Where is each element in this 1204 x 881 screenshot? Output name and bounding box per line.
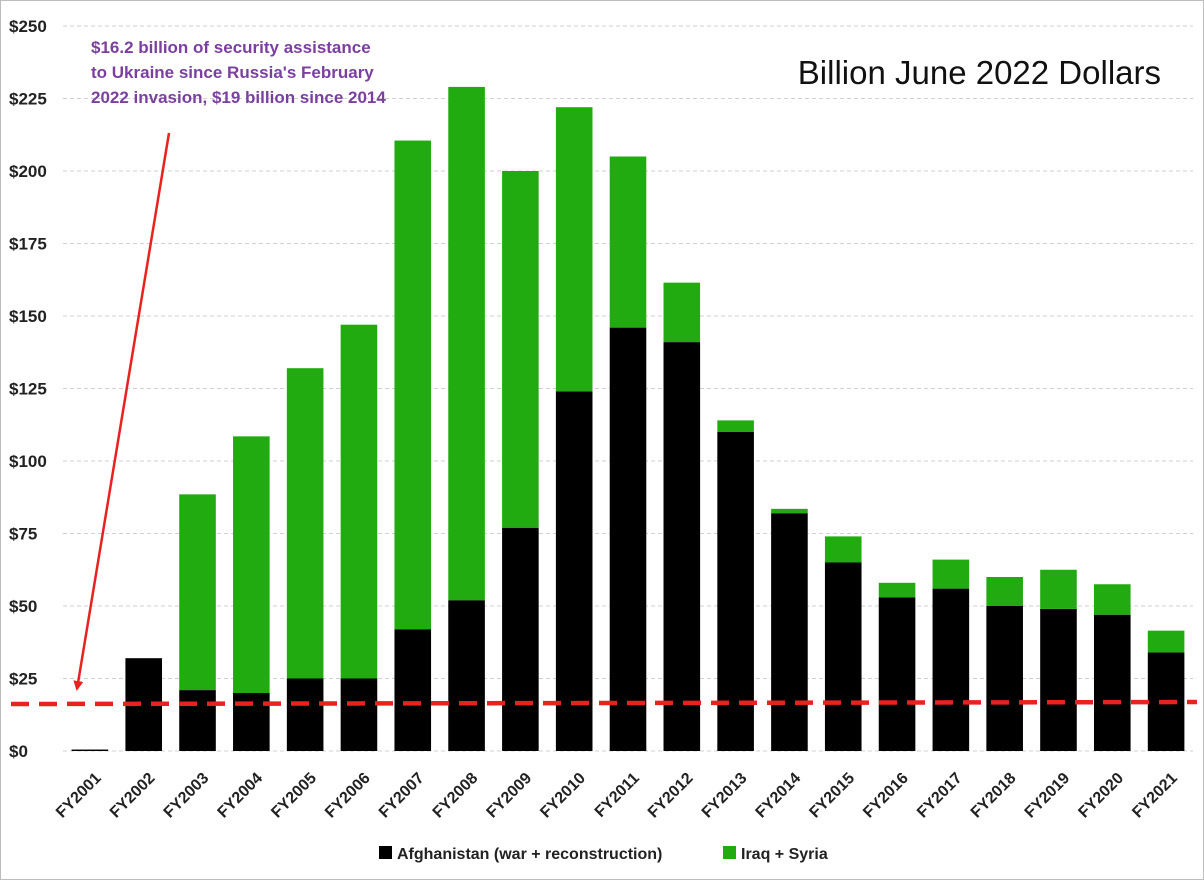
- y-tick-label: $50: [9, 597, 37, 616]
- x-tick-label: FY2020: [1075, 770, 1127, 822]
- bar-fy2011-afghanistan-war-reconstruction: [609, 327, 647, 751]
- annotation-line: $16.2 billion of security assistance: [91, 38, 371, 57]
- unit-label: Billion June 2022 Dollars: [798, 54, 1161, 91]
- bar-fy2012-afghanistan-war-reconstruction: [663, 342, 701, 751]
- bar-fy2007-afghanistan-war-reconstruction: [394, 629, 432, 751]
- x-tick-label: FY2008: [430, 770, 482, 822]
- legend-swatch-afghanistan-war-reconstruction: [379, 846, 392, 859]
- bar-fy2021-iraq-syria: [1147, 630, 1185, 653]
- y-tick-label: $75: [9, 525, 37, 544]
- y-axis-ticks: $0 $25 $50 $75 $100 $125 $150 $175 $200 $225 $250: [9, 17, 47, 761]
- bar-fy2015-afghanistan-war-reconstruction: [824, 562, 862, 751]
- x-tick-label: FY2012: [645, 770, 697, 822]
- bar-fy2019-iraq-syria: [1040, 569, 1077, 609]
- bar-fy2006-iraq-syria: [340, 324, 378, 679]
- x-tick-label: FY2003: [161, 770, 213, 822]
- bar-fy2004-iraq-syria: [233, 436, 270, 693]
- legend: Afghanistan (war + reconstruction) Iraq +…: [379, 846, 828, 863]
- x-tick-label: FY2016: [860, 770, 912, 822]
- bar-fy2006-afghanistan-war-reconstruction: [340, 678, 378, 751]
- bar-fy2005-iraq-syria: [286, 368, 324, 679]
- bar-fy2012-iraq-syria: [663, 282, 701, 343]
- x-tick-label: FY2011: [592, 770, 643, 821]
- legend-swatch-iraq-syria: [723, 846, 736, 859]
- bar-fy2020-afghanistan-war-reconstruction: [1093, 614, 1131, 751]
- x-tick-label: FY2010: [537, 770, 589, 822]
- bar-fy2009-afghanistan-war-reconstruction: [502, 527, 539, 751]
- bar-fy2013-afghanistan-war-reconstruction: [717, 432, 754, 751]
- x-tick-label: FY2005: [268, 770, 320, 822]
- bar-fy2007-iraq-syria: [394, 140, 432, 630]
- bar-fy2017-afghanistan-war-reconstruction: [932, 588, 970, 751]
- x-tick-label: FY2002: [107, 770, 159, 822]
- y-tick-label: $0: [9, 742, 28, 761]
- x-tick-label: FY2021: [1129, 770, 1181, 822]
- bar-fy2014-afghanistan-war-reconstruction: [771, 513, 808, 751]
- annotation-arrow: [73, 132, 171, 691]
- annotation-layer: Billion June 2022 Dollars $16.2 billion o…: [73, 38, 1161, 691]
- reference-line-layer: [10, 699, 1198, 707]
- reference-line: [10, 699, 1198, 707]
- bar-fy2016-iraq-syria: [878, 582, 916, 598]
- bar-fy2011-iraq-syria: [609, 156, 647, 328]
- bar-fy2008-afghanistan-war-reconstruction: [448, 600, 485, 751]
- y-tick-label: $100: [9, 452, 47, 471]
- bar-fy2014-iraq-syria: [771, 508, 808, 514]
- bar-fy2003-iraq-syria: [179, 494, 216, 691]
- bar-fy2018-afghanistan-war-reconstruction: [986, 606, 1023, 751]
- x-tick-label: FY2018: [968, 770, 1020, 822]
- bar-fy2009-iraq-syria: [502, 171, 539, 528]
- y-tick-label: $175: [9, 235, 47, 254]
- bars: [71, 86, 1185, 751]
- x-tick-label: FY2013: [699, 770, 751, 822]
- bar-fy2018-iraq-syria: [986, 577, 1023, 606]
- bar-fy2010-afghanistan-war-reconstruction: [555, 391, 593, 751]
- x-tick-label: FY2009: [484, 770, 536, 822]
- annotation-line: to Ukraine since Russia's February: [91, 63, 374, 82]
- y-tick-label: $225: [9, 90, 47, 109]
- bar-fy2016-afghanistan-war-reconstruction: [878, 597, 916, 751]
- x-tick-label: FY2019: [1022, 770, 1074, 822]
- y-tick-label: $125: [9, 380, 47, 399]
- x-tick-label: FY2004: [215, 770, 267, 822]
- bar-fy2010-iraq-syria: [555, 107, 593, 392]
- legend-label: Iraq + Syria: [741, 846, 828, 863]
- bar-fy2015-iraq-syria: [824, 536, 862, 563]
- x-axis-ticks: FY2001 FY2002 FY2003 FY2004 FY2005 FY2006 FY20…: [53, 770, 1181, 822]
- y-tick-label: $150: [9, 307, 47, 326]
- bar-fy2017-iraq-syria: [932, 559, 970, 589]
- x-tick-label: FY2006: [322, 770, 374, 822]
- bar-fy2008-iraq-syria: [448, 86, 485, 601]
- bar-fy2020-iraq-syria: [1093, 584, 1131, 615]
- bar-fy2003-afghanistan-war-reconstruction: [179, 690, 216, 751]
- annotation-line: 2022 invasion, $19 billion since 2014: [91, 88, 386, 107]
- bar-fy2019-afghanistan-war-reconstruction: [1040, 608, 1077, 751]
- x-tick-label: FY2014: [753, 770, 805, 822]
- bar-fy2005-afghanistan-war-reconstruction: [286, 678, 324, 751]
- x-tick-label: FY2015: [806, 770, 858, 822]
- x-tick-label: FY2017: [914, 770, 966, 822]
- y-tick-label: $200: [9, 162, 47, 181]
- y-tick-label: $25: [9, 670, 37, 689]
- x-tick-label: FY2001: [53, 770, 105, 822]
- x-tick-label: FY2007: [376, 770, 428, 822]
- legend-label: Afghanistan (war + reconstruction): [397, 846, 662, 863]
- bar-fy2013-iraq-syria: [717, 420, 754, 432]
- y-tick-label: $250: [9, 17, 47, 36]
- bar-fy2001-afghanistan-war-reconstruction: [71, 749, 109, 751]
